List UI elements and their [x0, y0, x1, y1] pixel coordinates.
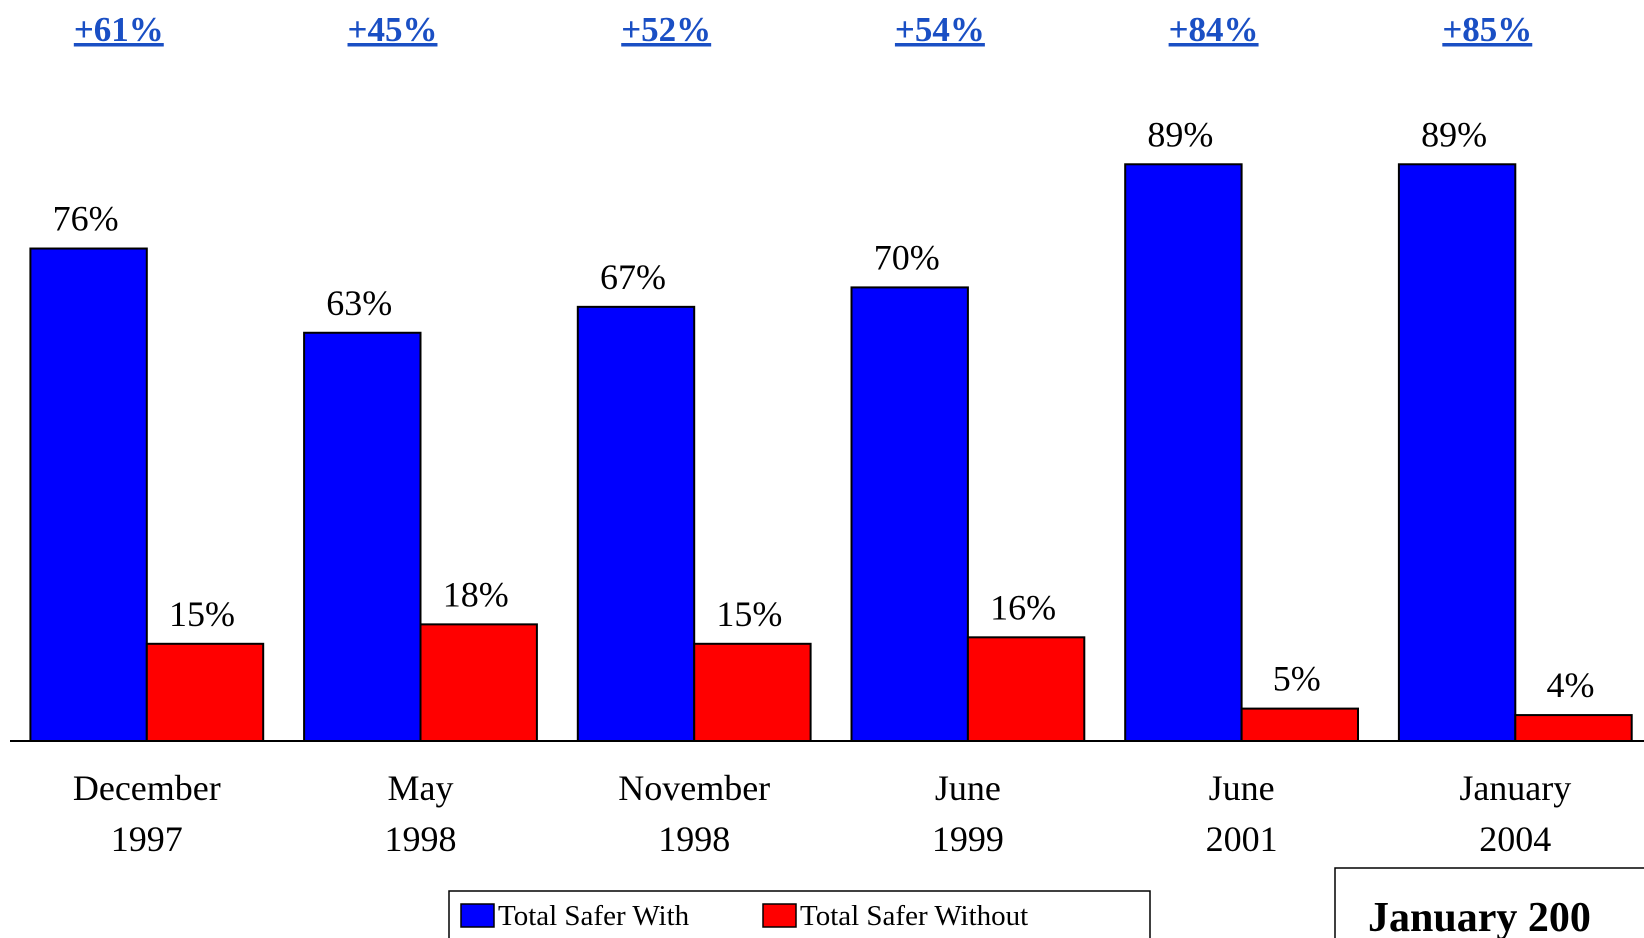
x-tick-label: 1998: [658, 819, 730, 859]
x-tick-label: 2001: [1206, 819, 1278, 859]
data-label: 15%: [169, 594, 235, 634]
data-label: 18%: [443, 574, 509, 614]
bar: [1397, 163, 1517, 742]
x-tick-label: 1999: [932, 819, 1004, 859]
data-label: 89%: [1147, 114, 1213, 154]
bar: [145, 642, 265, 742]
bar: [1240, 707, 1359, 742]
bar: [1124, 163, 1243, 742]
data-label: 15%: [716, 594, 782, 634]
annotation: +61%: [74, 10, 164, 49]
x-tick-label: 2004: [1479, 819, 1551, 859]
x-tick-label: 1997: [111, 819, 183, 859]
data-label: 76%: [53, 199, 119, 239]
legend-label: Total Safer With: [498, 900, 690, 932]
bar: [303, 331, 422, 742]
note-box: [1334, 867, 1644, 938]
bar: [576, 305, 696, 742]
bar: [29, 247, 148, 743]
note: January 200: [1368, 895, 1591, 938]
x-tick-label: June: [935, 768, 1001, 808]
bar: [850, 286, 969, 742]
legend-swatch: [762, 903, 797, 928]
x-tick-label: November: [618, 768, 770, 808]
data-label: 16%: [990, 587, 1056, 627]
x-tick-label: 1998: [385, 819, 457, 859]
x-tick-label: January: [1459, 768, 1571, 808]
data-label: 4%: [1547, 665, 1595, 705]
legend-swatch: [460, 903, 495, 928]
data-label: 70%: [874, 237, 940, 277]
data-label: 67%: [600, 257, 666, 297]
annotation: +54%: [895, 10, 985, 49]
data-label: 5%: [1273, 659, 1321, 699]
legend-label: Total Safer Without: [800, 900, 1028, 932]
annotation: +84%: [1169, 10, 1259, 49]
x-tick-label: December: [73, 768, 221, 808]
annotation: +85%: [1442, 10, 1532, 49]
bar: [419, 623, 538, 742]
annotation: +52%: [621, 10, 711, 49]
x-tick-label: June: [1209, 768, 1275, 808]
data-label: 89%: [1421, 114, 1487, 154]
bar: [966, 636, 1086, 743]
legend-box: [448, 890, 1151, 938]
bar: [693, 642, 812, 742]
data-label: 63%: [326, 283, 392, 323]
bar: [1514, 714, 1633, 743]
x-tick-label: May: [388, 768, 454, 808]
annotation: +45%: [348, 10, 438, 49]
